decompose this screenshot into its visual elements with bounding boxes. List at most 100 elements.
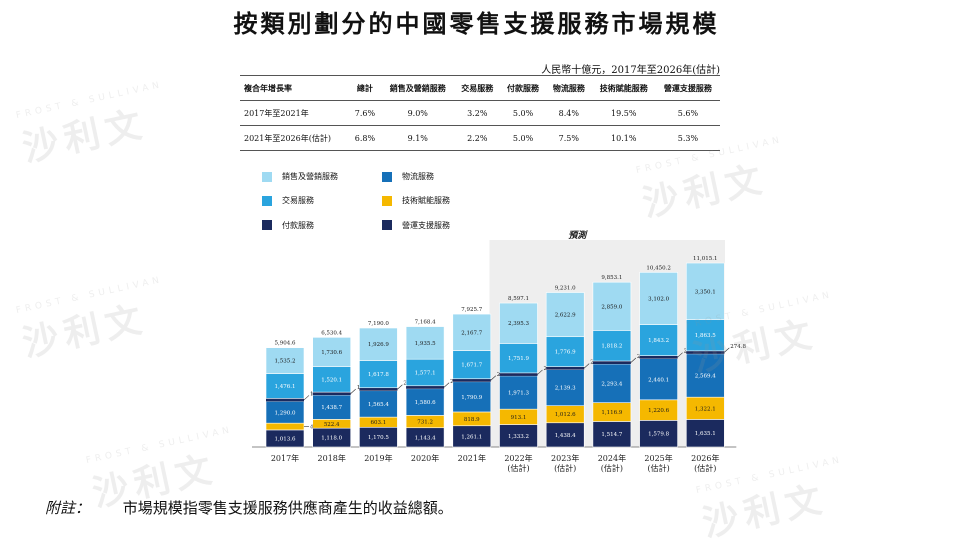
- data-label: 1,535.2: [275, 359, 296, 365]
- bar-segment: [499, 302, 538, 344]
- data-label: 2,167.7: [461, 330, 482, 336]
- table-cell: 9.1%: [407, 133, 428, 143]
- legend-swatch: [382, 195, 392, 206]
- table-cell: 2.2%: [467, 133, 488, 143]
- table-header: 付款服務: [507, 82, 540, 93]
- data-label: 1,476.1: [275, 384, 296, 390]
- legend-item: 交易服務: [262, 194, 382, 207]
- data-label: 1,012.6: [555, 412, 576, 418]
- data-label: 1,565.4: [368, 402, 389, 408]
- bar-segment: [359, 387, 398, 391]
- legend-swatch: [382, 171, 392, 182]
- bar-segment: [452, 350, 492, 380]
- data-label: 1,520.1: [321, 377, 342, 383]
- data-label: 1,438.4: [555, 433, 576, 439]
- data-label: 2,139.3: [555, 386, 576, 392]
- legend-item: 銷售及營銷服務: [262, 170, 382, 183]
- total-label: 9,853.1: [601, 275, 622, 281]
- bar-segment: [265, 347, 305, 374]
- total-label: 7,168.4: [415, 320, 436, 326]
- total-label: 5,904.6: [275, 341, 296, 347]
- data-label: 1,751.9: [508, 356, 529, 362]
- bar-segment: [685, 353, 725, 398]
- bar-segment: [592, 421, 632, 448]
- data-label: 1,514.7: [601, 432, 622, 438]
- x-tick-label: (估計): [694, 463, 716, 473]
- table-cell: 5.0%: [512, 108, 534, 118]
- bar-segment: [685, 319, 725, 352]
- data-label: 3,102.0: [648, 297, 669, 303]
- table-cell: 19.5%: [611, 108, 637, 118]
- data-label: 274.8: [730, 344, 746, 350]
- x-tick-label: (估計): [554, 463, 576, 473]
- table-header: 物流服務: [552, 82, 585, 93]
- data-label: 3,350.1: [695, 289, 716, 295]
- bar-segment: [639, 420, 678, 448]
- data-label: 1,261.1: [461, 434, 482, 440]
- leader-line: [490, 375, 497, 381]
- bar-segment: [265, 422, 305, 431]
- x-tick-label: 2022年: [504, 453, 532, 463]
- leader-line: [397, 384, 403, 390]
- bar-segment: [312, 392, 351, 396]
- data-label: 1,617.8: [368, 372, 389, 378]
- table-row: 2021年至2026年(估計) 6.8% 9.1% 2.2% 5.0% 7.5%…: [240, 126, 720, 151]
- legend-label: 付款服務: [282, 220, 314, 230]
- unit-label: 人民幣十億元，2017年至2026年(估計): [541, 65, 720, 76]
- bar-segment: [639, 272, 678, 325]
- data-label: 913.1: [511, 415, 527, 421]
- x-tick-label: 2017年: [271, 453, 299, 463]
- table-cell: 2021年至2026年(估計): [244, 133, 331, 143]
- legend-swatch: [262, 195, 272, 206]
- leader-line: [583, 363, 590, 369]
- table-cell: 5.6%: [677, 108, 699, 118]
- bar-segment: [592, 361, 631, 365]
- stacked-bar-chart: 預測1,013.6401.51,290.0177.11,476.11,535.2…: [252, 230, 747, 473]
- data-label: 1,790.9: [461, 395, 482, 401]
- leader-line: [677, 352, 683, 358]
- x-tick-label: (估計): [601, 463, 623, 473]
- total-label: 7,925.7: [461, 307, 482, 313]
- data-label: 1,322.1: [695, 406, 716, 412]
- legend-item: 物流服務: [382, 170, 502, 183]
- total-label: 10,450.2: [646, 265, 671, 271]
- data-label: 603.1: [371, 420, 387, 426]
- leader-line: [537, 369, 543, 375]
- table-cell: 2017年至2021年: [244, 108, 309, 118]
- table-row: 2017年至2021年 7.6% 9.0% 3.2% 5.0% 8.4% 19.…: [240, 101, 720, 126]
- data-label: 1,935.5: [415, 341, 436, 347]
- bar-segment: [592, 363, 632, 403]
- data-label: 2,859.0: [601, 304, 622, 310]
- data-label: 1,333.2: [508, 434, 529, 440]
- data-label: 522.4: [324, 422, 340, 428]
- data-label: 1,220.6: [648, 408, 669, 414]
- bar-segment: [499, 375, 538, 410]
- data-label: 2,622.9: [555, 313, 576, 319]
- total-label: 7,190.0: [368, 321, 389, 327]
- table-header: 交易服務: [461, 82, 494, 93]
- data-label: 1,671.7: [461, 363, 482, 369]
- x-tick-label: 2024年: [598, 453, 626, 463]
- table-header: 複合年增長率: [244, 82, 292, 93]
- data-label: 1,438.7: [321, 405, 342, 411]
- data-label: 731.2: [417, 420, 433, 426]
- table-cell: 6.8%: [354, 133, 376, 143]
- bar-segment: [686, 350, 725, 354]
- chart-title: 按類別劃分的中國零售支援服務市場規模: [233, 9, 720, 38]
- data-label: 1,580.6: [415, 400, 436, 406]
- table-cell: 7.6%: [354, 108, 376, 118]
- x-tick-label: 2020年: [411, 453, 439, 463]
- data-label: 1,776.9: [555, 350, 576, 356]
- bar-segment: [359, 360, 398, 389]
- x-tick-label: 2021年: [458, 453, 486, 463]
- x-tick-label: 2019年: [364, 453, 392, 463]
- x-tick-label: 2025年: [644, 453, 672, 463]
- total-label: 8,597.1: [508, 296, 529, 302]
- bar-segment: [499, 343, 538, 374]
- bar-segment: [499, 372, 538, 376]
- data-label: 1,170.5: [368, 435, 389, 441]
- table-header: 營運支援服務: [663, 82, 712, 93]
- data-label: 1,971.3: [508, 391, 529, 397]
- data-label: 1,863.5: [695, 333, 716, 339]
- legend-label: 物流服務: [402, 172, 434, 182]
